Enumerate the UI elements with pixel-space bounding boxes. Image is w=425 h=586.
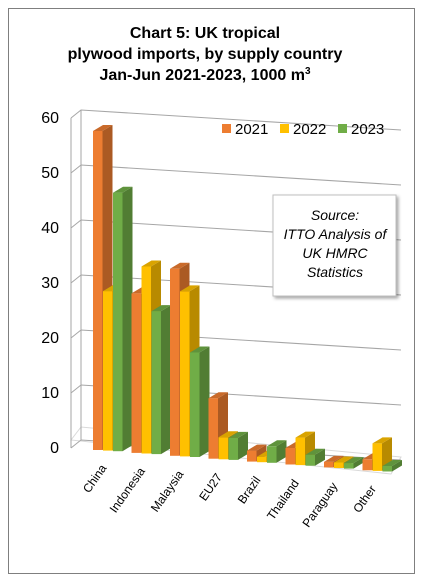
x-tick-label: EU27 (196, 470, 225, 503)
gridline (70, 164, 402, 186)
y-axis-tick-labels: 0 10 20 30 40 50 60 (41, 110, 59, 457)
legend-swatch (280, 124, 289, 133)
source-line-4: Statistics (307, 264, 363, 280)
legend-item-2021: 2021 (222, 121, 268, 138)
source-line-1: Source: (311, 207, 359, 223)
y-tick-label: 60 (41, 110, 59, 127)
chart-title-line-1: Chart 5: UK tropical (130, 25, 280, 42)
legend-item-2023: 2023 (338, 121, 384, 138)
bar-brazil-2023 (267, 440, 287, 463)
x-tick-label: China (80, 461, 110, 495)
x-tick-label: Other (350, 483, 379, 516)
chart-subtitle: Jan-Jun 2021-2023, 1000 m3 (99, 66, 310, 84)
bar-paraguay-2023 (344, 457, 364, 469)
y-tick-label: 10 (41, 385, 59, 402)
bar-china-2023 (113, 186, 133, 452)
source-line-2: ITTO Analysis of (284, 226, 389, 242)
legend-label: 2021 (235, 121, 268, 138)
bar-eu27-2023 (228, 431, 248, 460)
x-tick-label: Paraguay (300, 480, 341, 530)
chart-subtitle-superscript: 3 (305, 66, 311, 77)
source-text: Source: ITTO Analysis of UK HMRC Statist… (284, 207, 389, 280)
y-tick-label: 0 (50, 440, 59, 457)
y-tick-label: 20 (41, 330, 59, 347)
bar-other-2023 (382, 460, 402, 472)
legend-label: 2023 (351, 121, 384, 138)
bar-thailand-2023 (305, 448, 325, 466)
x-tick-label: Malaysia (148, 467, 187, 514)
legend: 2021 2022 2023 (222, 121, 384, 138)
legend-label: 2022 (293, 121, 326, 138)
chart: Chart 5: UK tropical plywood imports, by… (41, 25, 402, 530)
bar-malaysia-2023 (190, 346, 210, 457)
chart-frame: Chart 5: UK tropical plywood imports, by… (8, 8, 415, 574)
legend-item-2022: 2022 (280, 121, 326, 138)
chart-subtitle-text: Jan-Jun 2021-2023, 1000 m (99, 67, 304, 84)
chart-title-line-2: plywood imports, by supply country (68, 46, 343, 63)
legend-swatch (222, 124, 231, 133)
y-tick-label: 40 (41, 220, 59, 237)
x-tick-label: Indonesia (107, 464, 149, 515)
legend-swatch (338, 124, 347, 133)
x-tick-label: Brazil (235, 474, 264, 507)
x-tick-label: Thailand (264, 477, 302, 523)
y-tick-label: 30 (41, 275, 59, 292)
y-tick-label: 50 (41, 165, 59, 182)
source-box (272, 194, 397, 297)
source-line-3: UK HMRC (302, 245, 368, 261)
bars (93, 125, 402, 472)
bar-indonesia-2023 (151, 305, 171, 455)
